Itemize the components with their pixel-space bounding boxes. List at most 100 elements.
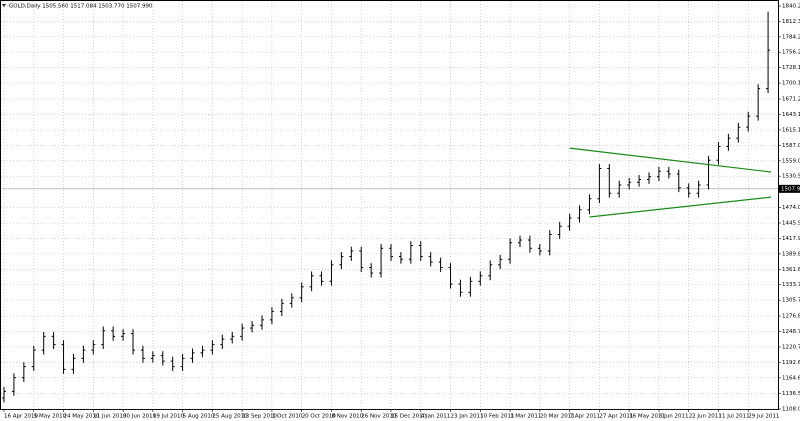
ohlc-bar bbox=[398, 252, 403, 264]
trend-line bbox=[589, 196, 772, 218]
ohlc-bar bbox=[140, 345, 145, 363]
y-tick-label: 1840.200 bbox=[782, 4, 800, 10]
x-tick-label: 1 Mar 2011 bbox=[510, 414, 541, 420]
x-tick-label: 11 Jun 2010 bbox=[93, 414, 127, 420]
x-tick-label: 5 May 2010 bbox=[34, 414, 67, 420]
ohlc-bar bbox=[11, 373, 16, 396]
ohlc-bar bbox=[527, 235, 532, 253]
ohlc-bar bbox=[269, 307, 274, 325]
ohlc-bar bbox=[51, 331, 56, 350]
ohlc-bar bbox=[577, 205, 582, 223]
y-tick-label: 1220.700 bbox=[782, 344, 800, 350]
x-tick-label: 13 Sep 2010 bbox=[242, 414, 277, 420]
ohlc-bar bbox=[389, 243, 393, 261]
ohlc-bar bbox=[408, 241, 413, 264]
ohlc-bar bbox=[617, 180, 622, 198]
y-tick-label: 1474.000 bbox=[782, 205, 800, 211]
y-tick-label: 1164.600 bbox=[782, 375, 800, 381]
x-tick-label: 29 Jul 2011 bbox=[748, 414, 779, 420]
ohlc-bar bbox=[597, 164, 602, 204]
y-tick-label: 1700.100 bbox=[782, 81, 800, 87]
y-tick-label: 1728.150 bbox=[782, 65, 800, 71]
ohlc-bar bbox=[458, 279, 463, 297]
ohlc-bar bbox=[766, 11, 771, 94]
ohlc-bar bbox=[329, 260, 334, 286]
y-tick-label: 1445.900 bbox=[782, 221, 800, 227]
y-tick-label: 1615.100 bbox=[782, 127, 800, 133]
ohlc-bar bbox=[478, 271, 483, 286]
ohlc-bar bbox=[518, 235, 522, 248]
x-tick-label: 23 Jan 2011 bbox=[451, 414, 484, 420]
chart-title: GOLD,Daily 1505.560 1517.084 1503.770 15… bbox=[9, 4, 153, 10]
ohlc-bar bbox=[220, 334, 225, 350]
price-label: 1507.990 bbox=[781, 186, 800, 192]
ohlc-bar bbox=[289, 293, 294, 308]
x-tick-label: 26 Nov 2010 bbox=[361, 414, 397, 420]
x-tick-label: 27 Apr 2011 bbox=[599, 414, 633, 420]
ohlc-bar bbox=[210, 340, 215, 355]
ohlc-bar bbox=[121, 329, 126, 341]
ohlc-bar bbox=[567, 213, 572, 231]
ohlc-bar bbox=[656, 166, 661, 182]
x-tick-label: 16 May 2011 bbox=[629, 414, 665, 420]
ohlc-bar bbox=[180, 353, 185, 372]
ohlc-bar bbox=[736, 122, 741, 143]
ohlc-bar bbox=[41, 331, 46, 355]
x-tick-label: 3 Jun 2011 bbox=[659, 414, 689, 420]
ohlc-bar bbox=[71, 353, 76, 374]
x-tick-label: 20 Oct 2010 bbox=[302, 414, 337, 420]
ohlc-bar bbox=[666, 166, 671, 179]
ohlc-bar bbox=[279, 298, 284, 316]
ohlc-bar bbox=[428, 252, 433, 267]
x-tick-label: 20 Mar 2011 bbox=[540, 414, 575, 420]
ohlc-bar bbox=[230, 331, 235, 344]
x-tick-label: 4 Jan 2011 bbox=[421, 414, 450, 420]
ohlc-bar bbox=[468, 276, 473, 297]
ohlc-bar bbox=[299, 282, 304, 303]
ohlc-bar bbox=[627, 177, 632, 190]
ohlc-bar bbox=[91, 340, 96, 355]
ohlc-bar bbox=[498, 254, 503, 270]
y-tick-label: 1136.550 bbox=[782, 391, 800, 397]
ohlc-bar bbox=[746, 111, 751, 132]
ohlc-bar bbox=[726, 133, 731, 151]
ohlc-bar bbox=[706, 155, 711, 190]
ohlc-bar bbox=[756, 84, 761, 121]
x-tick-label: 10 Feb 2011 bbox=[480, 414, 514, 420]
ohlc-bar bbox=[547, 230, 552, 256]
x-tick-label: 8 Nov 2010 bbox=[331, 414, 363, 420]
ohlc-bar bbox=[260, 315, 264, 330]
ohlc-bar bbox=[448, 263, 453, 289]
x-tick-label: 15 Dec 2010 bbox=[391, 414, 427, 420]
x-tick-label: 7 Apr 2011 bbox=[570, 414, 601, 420]
ohlc-bar bbox=[250, 320, 255, 333]
y-tick-label: 1248.750 bbox=[782, 329, 800, 335]
ohlc-bar bbox=[647, 172, 651, 184]
x-tick-label: 1 Oct 2010 bbox=[272, 414, 303, 420]
ohlc-bar bbox=[379, 243, 384, 278]
trend-line bbox=[569, 147, 772, 173]
ohlc-bar bbox=[686, 183, 691, 198]
ohlc-bar bbox=[557, 221, 562, 239]
x-tick-label: 19 Jul 2010 bbox=[153, 414, 185, 420]
ohlc-bar bbox=[369, 263, 374, 278]
ohlc-bar bbox=[101, 326, 106, 350]
y-tick-label: 1784.250 bbox=[782, 34, 800, 40]
x-tick-label: 25 Aug 2010 bbox=[212, 414, 248, 420]
plot-frame bbox=[0, 0, 779, 410]
x-tick-label: 11 Jul 2011 bbox=[718, 414, 749, 420]
ohlc-bar bbox=[418, 241, 423, 261]
ohlc-bar bbox=[488, 260, 493, 281]
ohlc-bar bbox=[200, 345, 205, 358]
x-tick-label: 24 May 2010 bbox=[64, 414, 100, 420]
y-tick-label: 1530.950 bbox=[782, 174, 800, 180]
y-tick-label: 1587.050 bbox=[782, 143, 800, 149]
ohlc-bar bbox=[240, 323, 245, 341]
y-tick-label: 1417.900 bbox=[782, 236, 800, 242]
ohlc-bar bbox=[21, 362, 26, 383]
ohlc-bar bbox=[31, 345, 36, 372]
ohlc-bar bbox=[637, 175, 642, 187]
y-tick-label: 1559.000 bbox=[782, 158, 800, 164]
ohlc-bar bbox=[131, 329, 135, 355]
